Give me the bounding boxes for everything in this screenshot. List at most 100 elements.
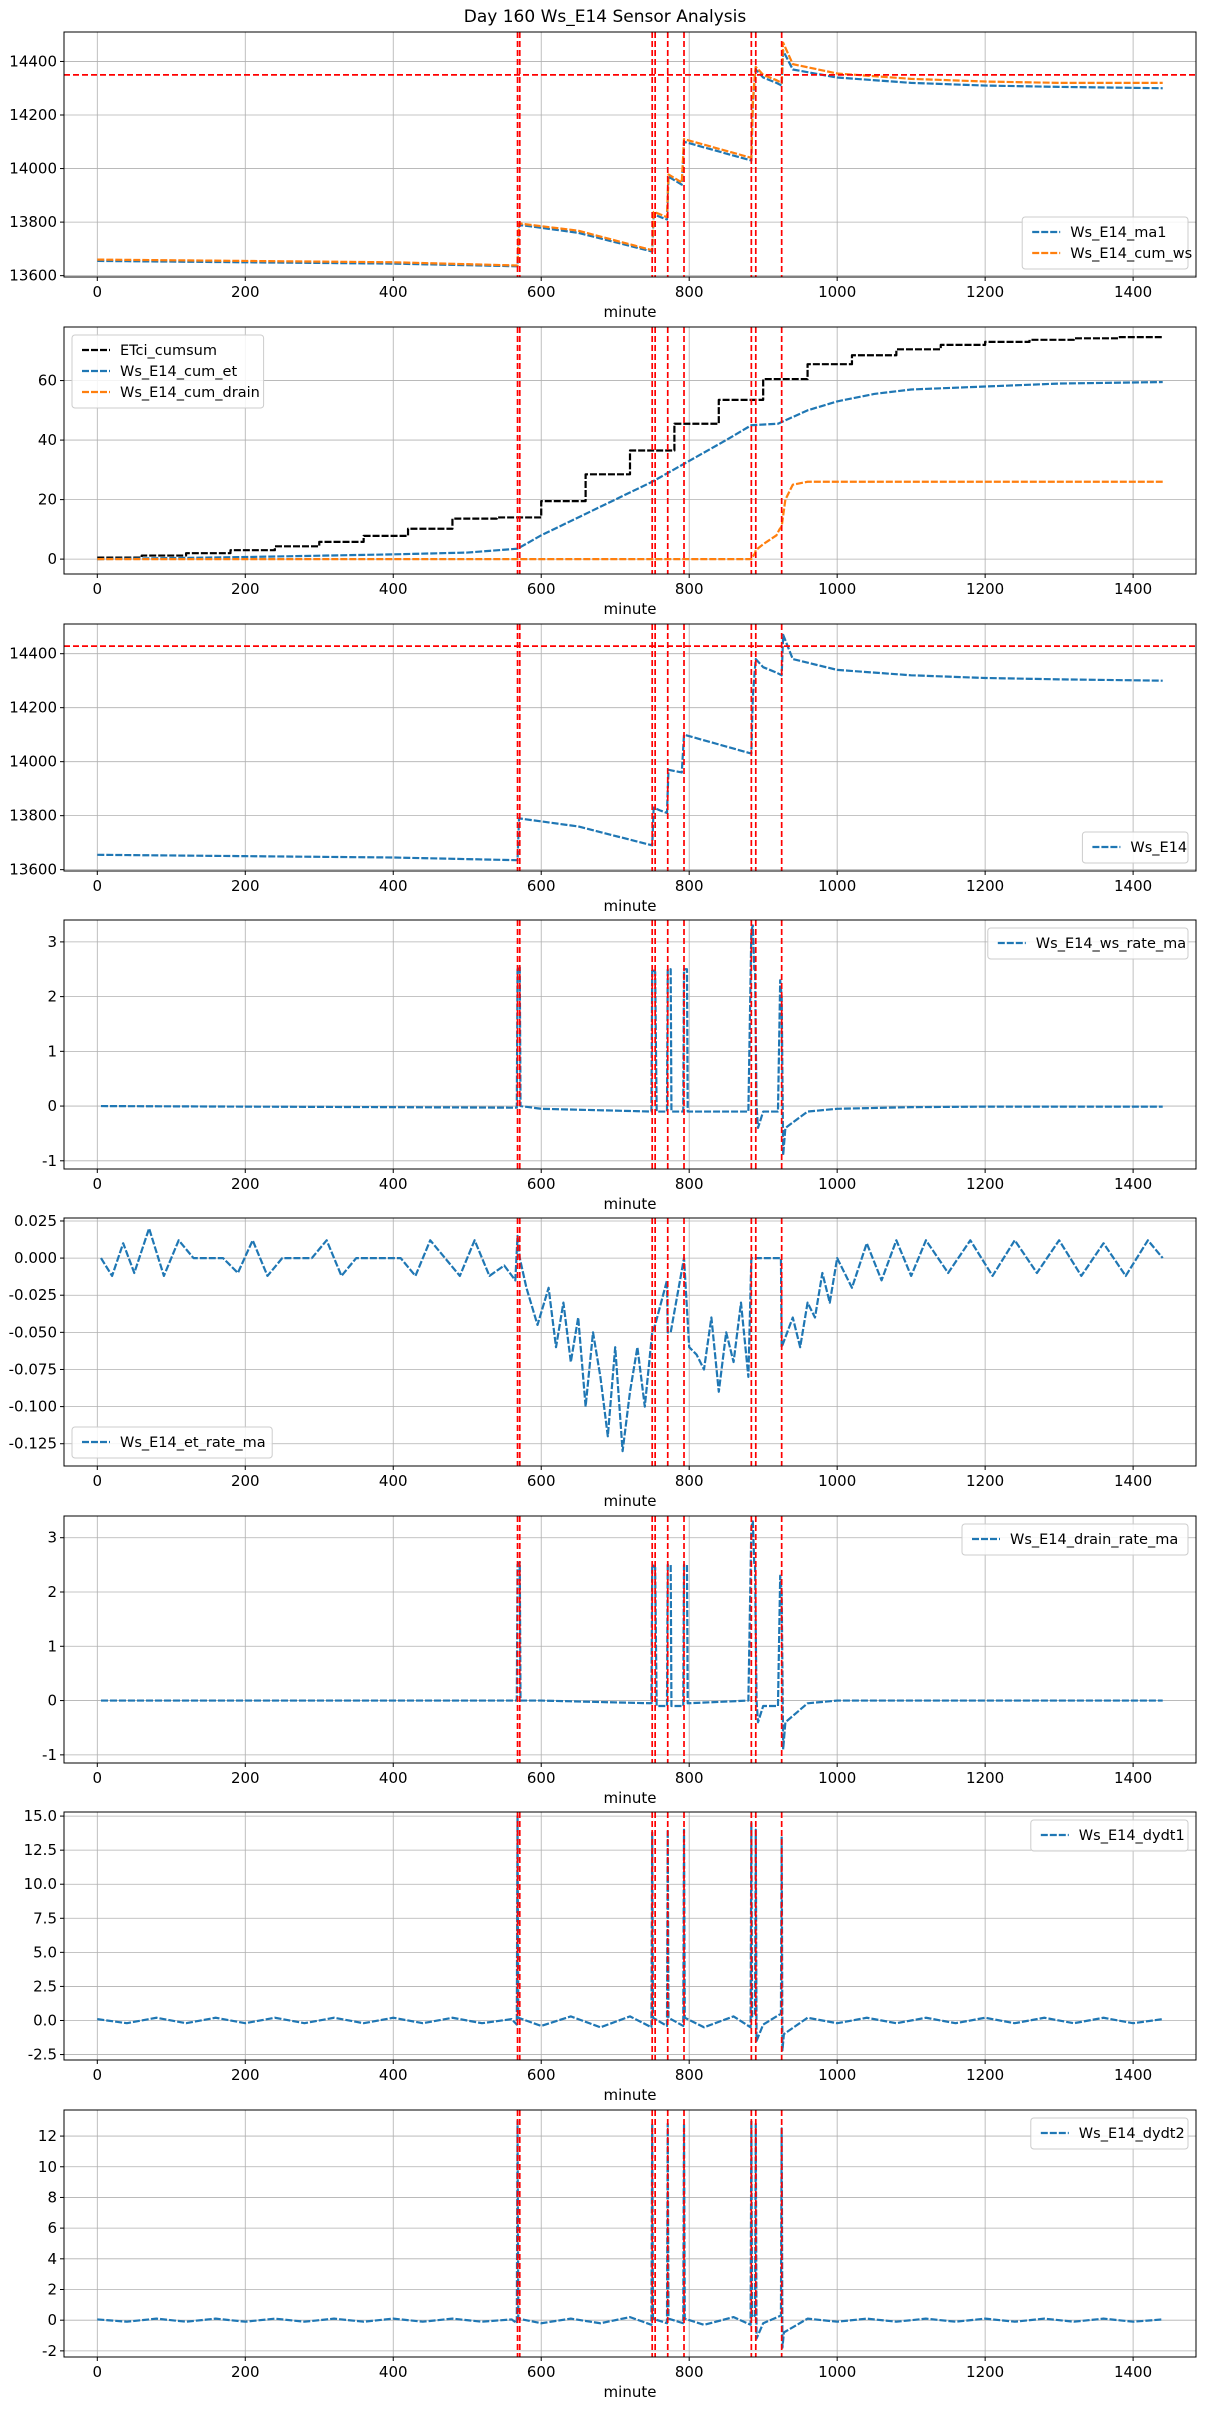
x-tick-label: 0: [93, 1769, 103, 1787]
x-tick-label: 600: [527, 1175, 556, 1193]
x-tick-label: 1000: [818, 877, 856, 895]
x-tick-label: 800: [675, 877, 704, 895]
x-tick-label: 600: [527, 1769, 556, 1787]
y-tick-label: 14400: [9, 52, 57, 70]
y-tick-label: 13800: [9, 213, 57, 231]
legend-label: Ws_E14_dydt2: [1079, 2126, 1185, 2142]
y-tick-label: 2: [47, 2280, 57, 2298]
legend-box: [71, 1426, 273, 1459]
x-tick-label: 600: [527, 283, 556, 301]
legend: Ws_E14_dydt2: [1030, 2117, 1189, 2150]
grid-lines: [64, 1218, 1196, 1466]
x-axis-label: minute: [604, 1789, 657, 1807]
legend: Ws_E14_et_rate_ma: [71, 1426, 273, 1459]
series-line-ETci_cumsum: [97, 336, 1164, 559]
series-line-Ws_E14_dydt2: [97, 2119, 1163, 2349]
y-tick-label: 14000: [9, 160, 57, 178]
legend-label: Ws_E14_dydt1: [1079, 1828, 1185, 1844]
y-tick-label: -1: [42, 1746, 57, 1764]
y-tick-label: 3: [47, 1529, 57, 1547]
x-tick-label: 1400: [1114, 2363, 1152, 2381]
series-line-Ws_E14_ws_rate_ma: [100, 924, 1163, 1157]
x-tick-label: 1000: [818, 1769, 856, 1787]
series-line-Ws_E14_drain_rate_ma: [100, 1520, 1163, 1751]
x-tick-label: 1000: [818, 2363, 856, 2381]
y-tick-label: 13600: [9, 861, 57, 879]
x-tick-label: 200: [231, 2363, 260, 2381]
legend-label: Ws_E14_cum_et: [120, 364, 237, 380]
x-axis-label: minute: [604, 303, 657, 321]
series-line-Ws_E14_et_rate_ma: [100, 1227, 1164, 1453]
grid-lines: [64, 32, 1196, 277]
legend-label: Ws_E14_et_rate_ma: [120, 1435, 266, 1451]
y-tick-label: 8: [47, 2188, 57, 2206]
legend-label: Ws_E14_cum_drain: [120, 385, 260, 401]
y-tick-label: 0: [47, 1692, 57, 1710]
x-tick-label: 200: [231, 283, 260, 301]
x-tick-label: 1200: [966, 2066, 1004, 2084]
y-tick-label: -1: [42, 1152, 57, 1170]
legend: Ws_E14: [1081, 831, 1189, 864]
legend: Ws_E14_ma1 Ws_E14_cum_ws: [1021, 216, 1192, 270]
x-tick-label: 1400: [1114, 1769, 1152, 1787]
series-line-Ws_E14_cum_drain: [97, 480, 1163, 561]
x-tick-label: 400: [379, 2066, 408, 2084]
subplot-3: 0 200 400 600 800 1000 1200 1400 13600 13800 14000…: [9, 623, 1197, 915]
y-tick-label: -0.100: [9, 1398, 57, 1416]
legend-box: [71, 334, 265, 409]
x-tick-label: 1400: [1114, 1175, 1152, 1193]
x-tick-label: 1200: [966, 1175, 1004, 1193]
axes-frame: [63, 31, 1197, 278]
x-tick-label: 1000: [818, 1472, 856, 1490]
subplot-7: 0 200 400 600 800 1000 1200 1400 -2.5 0.0 2.5 5.0 7.…: [24, 1807, 1197, 2104]
y-tick-label: 0.0: [33, 2011, 57, 2029]
x-axis-label: minute: [604, 897, 657, 915]
x-axis-label: minute: [604, 2383, 657, 2401]
plot-area: [97, 327, 1164, 574]
x-tick-label: 600: [527, 2363, 556, 2381]
x-tick-label: 1400: [1114, 877, 1152, 895]
x-tick-label: 1400: [1114, 1472, 1152, 1490]
x-tick-label: 0: [93, 580, 103, 598]
subplot-4: 0 200 400 600 800 1000 1200 1400 -1 0 1 2 3 minute Ws_…: [42, 919, 1197, 1213]
x-tick-label: 1200: [966, 1472, 1004, 1490]
subplot-1: 0 200 400 600 800 1000 1200 1400 13600 13800 14000…: [9, 31, 1197, 321]
x-tick-label: 800: [675, 2363, 704, 2381]
x-tick-label: 600: [527, 2066, 556, 2084]
x-tick-label: 1200: [966, 1769, 1004, 1787]
x-tick-label: 0: [93, 1175, 103, 1193]
x-tick-label: 200: [231, 580, 260, 598]
x-tick-label: 1200: [966, 877, 1004, 895]
legend-label: ETci_cumsum: [120, 343, 217, 359]
y-tick-label: 0.000: [14, 1249, 57, 1267]
legend-box: [1030, 2117, 1189, 2150]
x-tick-label: 1000: [818, 2066, 856, 2084]
plot-area: [97, 1812, 1163, 2060]
x-tick-label: 400: [379, 580, 408, 598]
y-tick-label: 60: [38, 372, 57, 390]
y-tick-label: -0.075: [9, 1360, 57, 1378]
axes-frame: [63, 1811, 1197, 2061]
grid-lines: [64, 2110, 1196, 2357]
y-tick-label: 15.0: [24, 1807, 57, 1825]
y-tick-label: 6: [47, 2219, 57, 2237]
x-tick-label: 1200: [966, 283, 1004, 301]
subplot-2: 0 200 400 600 800 1000 1200 1400 0 20 40 60 minute ET…: [38, 326, 1197, 618]
x-tick-label: 800: [675, 283, 704, 301]
legend: Ws_E14_ws_rate_ma: [987, 927, 1189, 960]
plot-area: [100, 1516, 1163, 1763]
x-tick-label: 0: [93, 877, 103, 895]
subplots-group: 0 200 400 600 800 1000 1200 1400136001380014000…: [9, 31, 1197, 2401]
axes-frame: [63, 623, 1197, 872]
y-tick-label: 14400: [9, 645, 57, 663]
figure-title: Day 160 Ws_E14 Sensor Analysis: [464, 7, 747, 27]
plot-area: [64, 32, 1196, 277]
legend: ETci_cumsum Ws_E14_cum_et Ws_E14_cum_drain: [71, 334, 265, 409]
axes-frame: [63, 2109, 1197, 2358]
y-tick-label: 7.5: [33, 1909, 57, 1927]
x-axis-label: minute: [604, 2086, 657, 2104]
subplot-6: 0 200 400 600 800 1000 1200 1400 -1 0 1 2 3 minute Ws_…: [42, 1515, 1197, 1807]
x-axis-label: minute: [604, 1195, 657, 1213]
y-tick-label: 1: [47, 1637, 57, 1655]
x-tick-label: 800: [675, 2066, 704, 2084]
